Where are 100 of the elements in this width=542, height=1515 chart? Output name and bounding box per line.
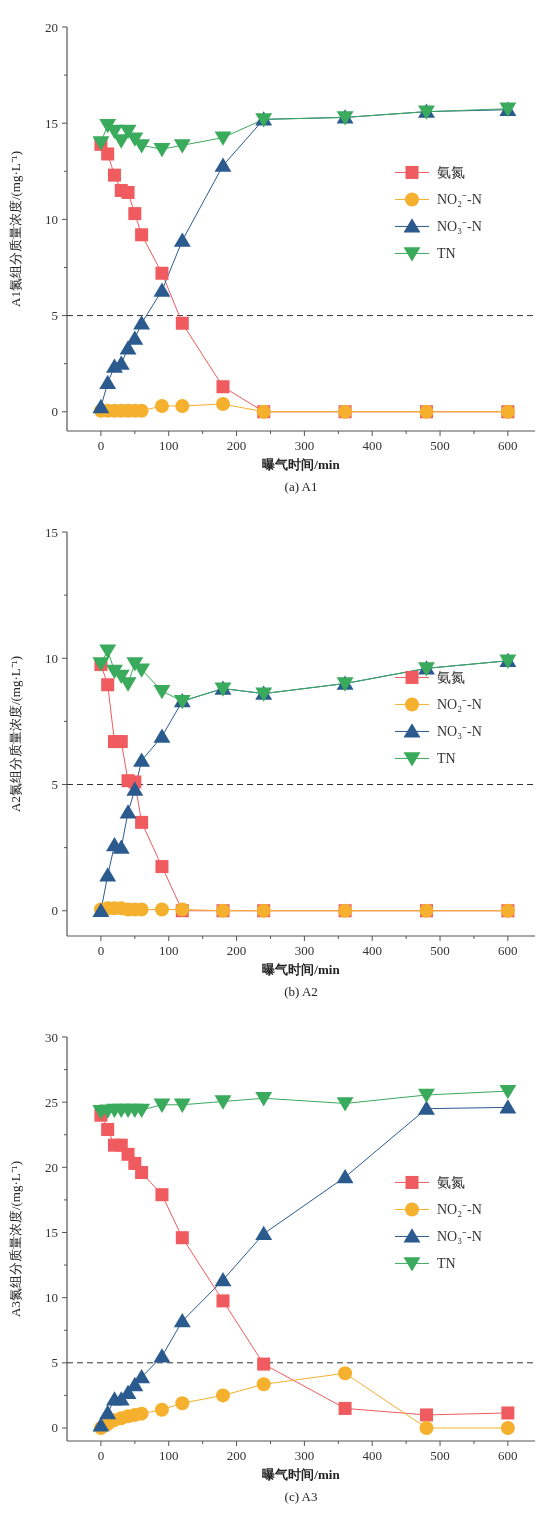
point (101, 147, 115, 161)
point (119, 804, 137, 819)
y-axis-title: A2氮组分质量浓度/(mg·L⁻¹) (8, 656, 23, 812)
point (214, 1095, 232, 1110)
point (153, 282, 171, 297)
point (216, 1388, 230, 1403)
legend-label: 氨氮 (437, 1175, 465, 1191)
y-tick-label: 0 (51, 404, 58, 420)
point (155, 860, 169, 874)
y-tick-label: 0 (51, 1420, 58, 1436)
point (99, 867, 117, 882)
x-tick-label: 600 (498, 943, 518, 958)
point (336, 1168, 354, 1184)
point (419, 1408, 433, 1422)
point (133, 315, 151, 330)
x-tick-label: 200 (226, 1448, 247, 1463)
point (153, 1098, 171, 1113)
point (255, 1092, 273, 1107)
y-tick-label: 15 (45, 115, 58, 131)
point (126, 330, 144, 345)
legend-label: TN (437, 1256, 456, 1272)
x-tick-label: 500 (430, 438, 450, 453)
point (173, 139, 191, 154)
x-axis-title: 曝气时间/min (262, 1467, 341, 1482)
y-tick-label: 20 (45, 1159, 58, 1175)
point (155, 266, 169, 280)
y-tick-label: 5 (51, 1355, 58, 1371)
point (99, 1404, 117, 1420)
legend-label: NO₃⁻-N (437, 724, 482, 740)
point (99, 374, 117, 390)
text: (b) A2 (284, 984, 318, 999)
point (216, 380, 230, 394)
point (112, 839, 130, 854)
x-tick-label: 200 (226, 438, 247, 453)
point (153, 684, 171, 700)
legend-label: NO₂⁻-N (437, 192, 482, 208)
point (154, 1402, 169, 1417)
x-tick-label: 100 (158, 1448, 179, 1463)
point (114, 735, 128, 749)
point (175, 398, 190, 413)
point (338, 1366, 353, 1381)
point (418, 1100, 435, 1115)
x-tick-label: 0 (97, 943, 105, 958)
x-tick-label: 600 (498, 1448, 518, 1463)
point (214, 131, 232, 146)
point (153, 142, 171, 158)
x-tick-label: 100 (158, 438, 179, 453)
point (154, 902, 169, 917)
x-tick-label: 500 (430, 943, 450, 958)
x-tick-label: 400 (362, 943, 382, 958)
point (499, 1084, 517, 1100)
point (175, 316, 189, 330)
legend-label: NO₃⁻-N (437, 1229, 482, 1245)
legend-label: 氨氮 (437, 670, 465, 686)
point (501, 1406, 515, 1420)
x-axis-title: 曝气时间/min (262, 457, 341, 472)
point (101, 1123, 115, 1137)
point (214, 1271, 232, 1287)
point (155, 1188, 169, 1202)
x-axis-title: 曝气时间/min (262, 962, 341, 977)
x-tick-label: 0 (97, 1448, 105, 1463)
point (99, 644, 117, 659)
point (126, 781, 144, 796)
point (499, 1099, 517, 1114)
point (134, 1406, 149, 1421)
point (121, 185, 135, 199)
point (135, 815, 149, 829)
legend-label: NO₂⁻-N (437, 697, 482, 713)
y-tick-label: 20 (45, 19, 58, 35)
x-tick-label: 400 (362, 438, 382, 453)
legend-label: TN (437, 751, 456, 767)
point (173, 232, 191, 247)
y-tick-label: 15 (45, 1224, 58, 1240)
point (216, 397, 230, 412)
point (133, 752, 151, 767)
y-tick-label: 15 (45, 524, 58, 540)
point (338, 1401, 352, 1415)
point (173, 1312, 191, 1328)
point (101, 678, 115, 692)
legend-label: 氨氮 (437, 165, 465, 181)
point (107, 168, 121, 182)
point (214, 157, 232, 172)
legend-label: NO₂⁻-N (437, 1202, 482, 1218)
y-axis-title: A3氮组分质量浓度/(mg·L⁻¹) (8, 1161, 23, 1317)
point (418, 1088, 435, 1104)
y-tick-label: 5 (51, 777, 58, 792)
text: (c) A3 (284, 1489, 318, 1504)
point (216, 1294, 230, 1308)
x-tick-label: 200 (226, 943, 247, 958)
y-tick-label: 30 (45, 1029, 58, 1045)
legend-label: TN (437, 246, 456, 262)
x-tick-label: 600 (498, 438, 518, 453)
point (153, 1348, 171, 1363)
point (500, 1420, 515, 1435)
x-tick-label: 300 (294, 1448, 315, 1463)
point (135, 228, 149, 242)
legend-label: NO₃⁻-N (437, 219, 482, 235)
point (419, 1420, 434, 1435)
y-tick-label: 10 (45, 650, 58, 666)
x-tick-label: 300 (294, 943, 315, 958)
